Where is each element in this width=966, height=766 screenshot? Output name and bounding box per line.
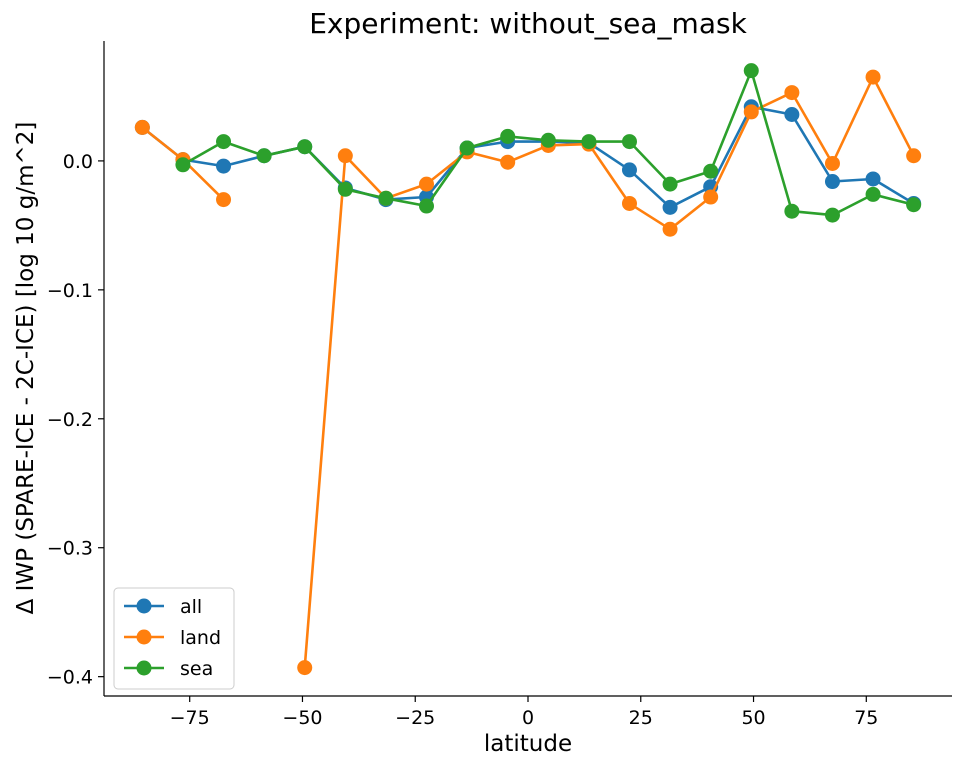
x-tick-label: 75 [854,707,878,729]
data-point-sea [906,197,922,213]
data-point-sea [297,139,313,155]
data-point-all [784,106,800,122]
data-point-all [662,199,678,215]
legend-marker-all [136,598,152,614]
data-point-land [703,189,719,205]
legend: all land sea [113,587,235,690]
x-tick-label: −50 [282,707,322,729]
data-point-land [134,119,150,135]
data-point-sea [337,181,353,197]
data-point-land [906,148,922,164]
y-tick-label: 0.0 [63,151,93,173]
x-tick-label: −25 [395,707,435,729]
data-point-land [337,148,353,164]
data-point-sea [662,176,678,192]
data-point-land [824,155,840,171]
data-point-land [743,104,759,120]
x-tick-label: 25 [629,707,653,729]
x-axis-ticks: −75 −50 −25 0 25 50 75 [170,696,878,729]
series-line-land [303,75,915,668]
data-point-all [865,171,881,187]
y-axis-ticks: 0.0 −0.1 −0.2 −0.3 −0.4 [47,151,104,689]
data-point-all [621,162,637,178]
data-point-sea [703,163,719,179]
x-tick-label: 50 [741,707,765,729]
data-point-all [824,174,840,190]
legend-label-land: land [180,627,221,649]
data-point-sea [500,128,516,144]
x-tick-label: −75 [170,707,210,729]
data-point-all [216,158,232,174]
data-point-sea [256,148,272,164]
legend-label-all: all [180,596,202,618]
data-point-sea [216,134,232,150]
series-land [134,69,922,676]
x-tick-label: 0 [522,707,534,729]
data-point-land [297,660,313,676]
data-point-sea [865,186,881,202]
data-point-sea [175,157,191,173]
data-point-land [865,69,881,85]
data-point-sea [581,134,597,150]
chart-title: Experiment: without_sea_mask [309,7,747,40]
data-point-land [216,192,232,208]
series-sea [175,63,922,223]
legend-marker-land [136,629,152,645]
data-point-sea [419,198,435,214]
data-point-sea [459,140,475,156]
y-axis-label: Δ IWP (SPARE-ICE - 2C-ICE) [log 10 g/m^2… [13,122,39,615]
data-point-sea [621,134,637,150]
y-tick-label: −0.2 [47,409,93,431]
y-tick-label: −0.4 [47,667,93,689]
y-tick-label: −0.1 [47,280,93,302]
data-point-land [419,176,435,192]
data-point-sea [378,190,394,206]
data-point-land [662,221,678,237]
series-layer [134,63,922,676]
y-tick-label: −0.3 [47,538,93,560]
legend-label-sea: sea [180,658,213,680]
data-point-sea [784,203,800,219]
data-point-land [784,85,800,101]
legend-marker-sea [136,660,152,676]
data-point-sea [743,63,759,79]
data-point-sea [540,132,556,148]
x-axis-label: latitude [484,731,572,757]
series-all [134,99,922,215]
data-point-land [621,195,637,211]
data-point-land [500,154,516,170]
data-point-sea [824,207,840,223]
